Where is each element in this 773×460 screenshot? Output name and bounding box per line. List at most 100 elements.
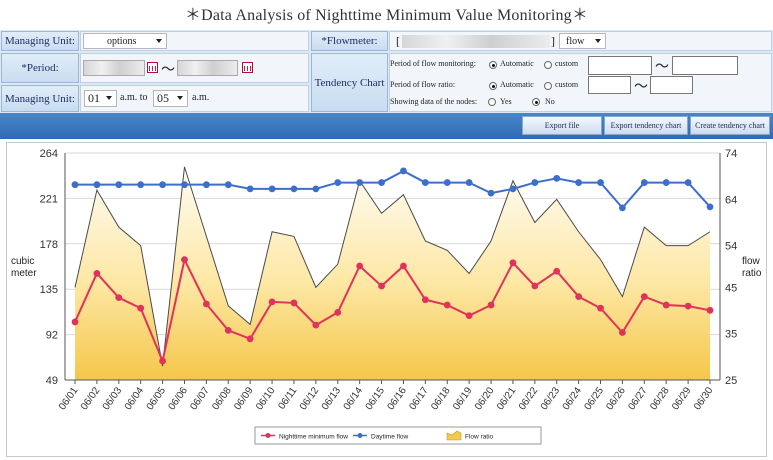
- y-axis-label-left: meter: [11, 268, 37, 279]
- nighttime-minimum-flow-point: [684, 302, 692, 310]
- x-tick-label: 06/28: [648, 385, 672, 412]
- daytime-flow-line: [75, 169, 711, 210]
- nighttime-minimum-flow-point: [268, 298, 276, 306]
- nighttime-minimum-flow-point: [159, 357, 166, 365]
- nodes-no-radio[interactable]: [532, 98, 540, 106]
- create-tendency-chart-button[interactable]: Create tendency chart: [690, 116, 770, 135]
- y-axis-label-right: flow: [742, 256, 761, 267]
- nighttime-minimum-flow-point: [443, 301, 451, 309]
- time-from-select[interactable]: 01: [84, 90, 117, 107]
- x-tick-label: 06/20: [473, 385, 497, 412]
- left-tick-label: 178: [40, 239, 58, 251]
- legend-label: Daytime flow: [371, 434, 409, 441]
- nodes-yes-radio[interactable]: [488, 98, 496, 106]
- nighttime-minimum-flow-point: [421, 296, 429, 304]
- export-tendency-chart-button[interactable]: Export tendency chart: [604, 116, 688, 135]
- managing-unit-select[interactable]: options: [83, 33, 167, 49]
- managing-unit-select-value: options: [107, 35, 137, 47]
- calendar-icon[interactable]: [242, 62, 253, 73]
- flow-ratio-automatic-label: Automatic: [500, 80, 534, 89]
- flow-ratio-label: Period of flow ratio:: [390, 80, 456, 89]
- nighttime-minimum-flow-point: [597, 304, 604, 312]
- daytime-flow-point: [202, 181, 210, 189]
- flow-ratio-automatic-radio[interactable]: [489, 82, 497, 90]
- nighttime-minimum-flow-point: [115, 294, 123, 302]
- daytime-flow-point: [290, 185, 298, 193]
- x-tick-label: 06/26: [605, 385, 629, 412]
- nighttime-minimum-flow-point: [487, 301, 495, 309]
- nighttime-minimum-flow-point: [334, 309, 342, 316]
- flow-monitoring-custom-radio[interactable]: [544, 61, 552, 69]
- calendar-icon[interactable]: [147, 62, 158, 73]
- nighttime-minimum-flow-point: [662, 301, 670, 309]
- x-tick-label: 06/15: [364, 385, 388, 412]
- period-tilde: ～: [161, 63, 175, 78]
- daytime-flow-point: [71, 181, 79, 189]
- daytime-flow-point: [487, 189, 495, 197]
- flow-ratio-area: [75, 166, 710, 380]
- daytime-flow-point: [575, 179, 583, 186]
- flowmeter-type-value: flow: [566, 35, 585, 47]
- x-tick-label: 06/13: [320, 385, 344, 412]
- nighttime-minimum-flow-point: [706, 306, 714, 314]
- x-tick-label: 06/29: [670, 385, 694, 412]
- daytime-flow-point: [443, 179, 451, 186]
- flow-ratio-tilde: ～: [634, 80, 648, 95]
- time-to-select[interactable]: 05: [153, 90, 188, 107]
- legend-area-swatch: [446, 430, 462, 441]
- flow-monitoring-end-input[interactable]: [672, 56, 738, 75]
- daytime-flow-point: [509, 185, 517, 193]
- x-tick-label: 06/08: [210, 385, 234, 412]
- nighttime-minimum-flow-point: [312, 321, 320, 329]
- daytime-flow-point: [137, 181, 145, 189]
- daytime-flow-point: [312, 185, 320, 193]
- flowmeter-bracket-close: ]: [551, 34, 555, 48]
- nighttime-minimum-flow-point: [246, 335, 254, 343]
- legend-box: [254, 426, 542, 445]
- nighttime-minimum-flow-point: [575, 293, 583, 300]
- x-tick-label: 06/25: [583, 385, 607, 412]
- flow-ratio-end-input[interactable]: [650, 76, 693, 94]
- x-tick-label: 06/24: [561, 385, 585, 412]
- x-tick-label: 06/14: [342, 385, 366, 412]
- nighttime-minimum-flow-point: [356, 262, 364, 270]
- export-file-button[interactable]: Export file: [522, 116, 602, 135]
- nighttime-minimum-flow-point: [531, 282, 539, 290]
- time-from-value: 01: [88, 91, 100, 105]
- chevron-down-icon: [156, 39, 162, 43]
- flow-ratio-custom-radio[interactable]: [544, 82, 552, 90]
- daytime-flow-point: [706, 203, 714, 211]
- x-tick-label: 06/09: [232, 385, 256, 412]
- left-tick-label: 135: [40, 284, 58, 296]
- nighttime-minimum-flow-point: [181, 256, 188, 264]
- nodes-yes-label: Yes: [500, 97, 512, 106]
- y-axis-label-right: ratio: [742, 268, 762, 279]
- flow-monitoring-automatic-label: Automatic: [500, 59, 534, 68]
- x-tick-label: 06/23: [539, 385, 563, 412]
- nighttime-minimum-flow-point: [509, 259, 517, 267]
- flow-monitoring-automatic-radio[interactable]: [489, 61, 497, 69]
- right-tick-label: 35: [725, 329, 737, 341]
- time-to-value: 05: [157, 91, 169, 105]
- legend-label: Nighttime minimum flow: [279, 434, 348, 441]
- left-tick-label: 264: [40, 148, 58, 160]
- right-tick-label: 45: [725, 282, 737, 294]
- x-tick-label: 06/21: [495, 385, 519, 412]
- daytime-flow-point: [400, 167, 407, 175]
- x-tick-label: 06/06: [167, 385, 191, 412]
- flow-ratio-line: [74, 166, 711, 367]
- x-tick-label: 06/03: [101, 385, 125, 412]
- legend-marker: [265, 433, 271, 438]
- time-range-cell: [80, 85, 309, 112]
- nighttime-minimum-flow-point: [619, 329, 626, 336]
- period-end-input[interactable]: [177, 60, 238, 76]
- flowmeter-type-select[interactable]: flow: [559, 33, 606, 49]
- flow-monitoring-start-input[interactable]: [588, 56, 652, 75]
- legend-label: Flow ratio: [465, 434, 494, 441]
- daytime-flow-point: [684, 179, 692, 186]
- period-start-input[interactable]: [83, 60, 145, 76]
- flow-ratio-start-input[interactable]: [588, 76, 631, 94]
- time-to-unit: a.m.: [192, 92, 210, 103]
- left-tick-label: 92: [46, 330, 58, 342]
- flow-monitoring-custom-label: custom: [555, 59, 579, 68]
